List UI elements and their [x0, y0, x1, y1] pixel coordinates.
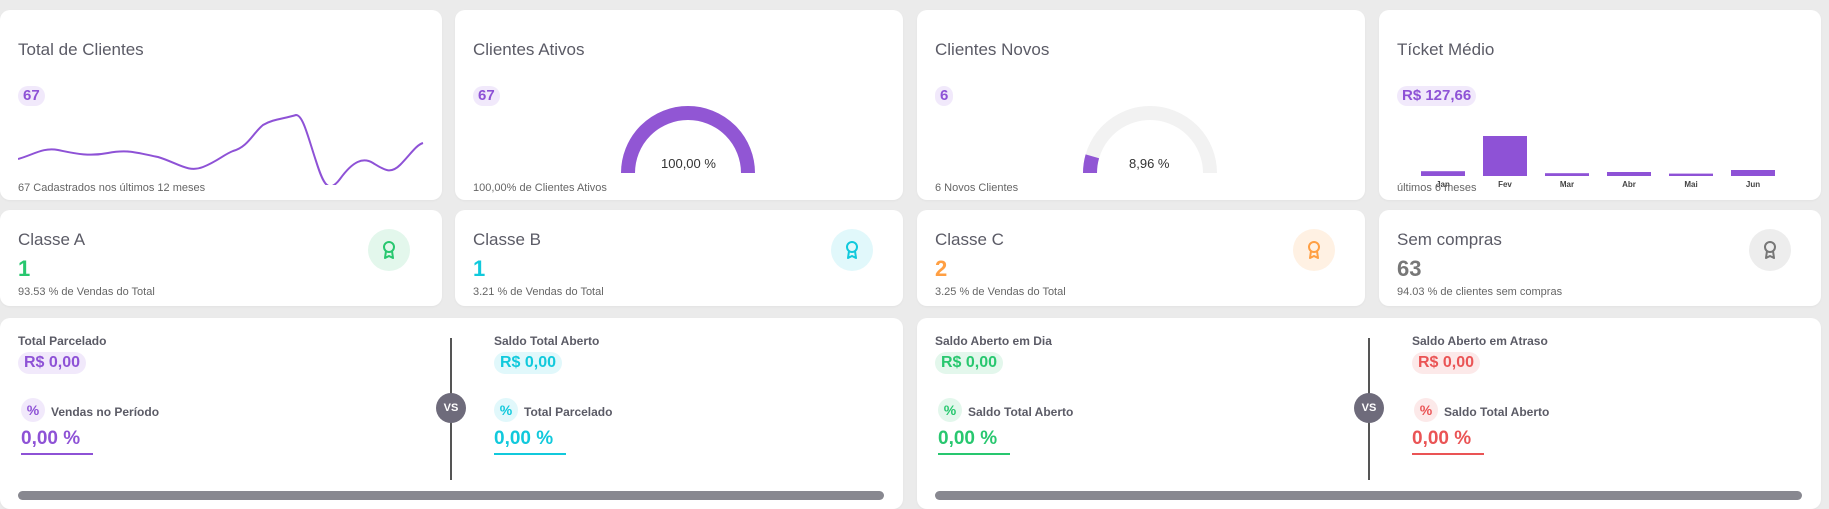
- class-title: Classe B: [473, 230, 542, 249]
- card-clientes-ativos: Clientes Ativos 67 100,00 % 100,00% de C…: [455, 10, 903, 200]
- award-icon: [1293, 229, 1335, 271]
- tick-label-jan: Jan: [1436, 180, 1450, 189]
- bar-jan: [1421, 171, 1465, 176]
- class-value: 63: [1397, 256, 1422, 281]
- sparkline-chart: [18, 113, 424, 185]
- saldo-total-aberto-label: Saldo Total Aberto: [494, 334, 600, 348]
- tick-label-mai: Mai: [1684, 180, 1697, 189]
- saldo-total-aberto-value: R$ 0,00: [494, 352, 563, 374]
- pct-label: Saldo Total Aberto: [1444, 405, 1550, 419]
- class-value: 1: [473, 256, 486, 281]
- sparkline-line: [18, 113, 424, 185]
- bar-mai: [1669, 173, 1713, 176]
- card-comparison-parcelado: Total Parcelado R$ 0,00 % Vendas no Perí…: [0, 318, 903, 509]
- tick-label-mar: Mar: [1560, 180, 1574, 189]
- pct-label: Saldo Total Aberto: [968, 405, 1074, 419]
- clientes-novos-value: 6: [935, 86, 954, 106]
- total-parcelado-label: Total Parcelado: [18, 334, 107, 348]
- card-footnote: 6 Novos Clientes: [935, 182, 1019, 194]
- pct-value: 0,00 %: [938, 428, 1010, 455]
- gauge-fill: [1083, 154, 1100, 174]
- class-title: Classe A: [18, 230, 86, 249]
- pct-value: 0,00 %: [21, 428, 93, 455]
- card-title: Tícket Médio: [1397, 40, 1495, 59]
- percent-icon: %: [1414, 398, 1438, 422]
- bar-chart: Jan Fev Mar Abr Mai Jun: [1421, 136, 1775, 189]
- class-note: 94.03 % de clientes sem compras: [1397, 286, 1563, 298]
- pct-label: Total Parcelado: [524, 405, 613, 419]
- award-icon: [1749, 229, 1791, 271]
- card-title: Total de Clientes: [18, 40, 144, 59]
- class-title: Classe C: [935, 230, 1004, 249]
- tick-label-abr: Abr: [1622, 180, 1636, 189]
- card-sem-compras: Sem compras 63 94.03 % de clientes sem c…: [1379, 210, 1821, 306]
- vs-badge: VS: [436, 393, 466, 423]
- card-title: Clientes Ativos: [473, 40, 585, 59]
- class-note: 3.21 % de Vendas do Total: [473, 286, 604, 298]
- ticket-medio-value: R$ 127,66: [1397, 86, 1477, 106]
- saldo-em-atraso-value: R$ 0,00: [1412, 352, 1481, 374]
- pct-value: 0,00 %: [494, 428, 566, 455]
- card-classe-a: Classe A 1 93.53 % de Vendas do Total: [0, 210, 442, 306]
- pct-value: 0,00 %: [1412, 428, 1484, 455]
- class-value: 1: [18, 256, 31, 281]
- percent-icon: %: [938, 398, 962, 422]
- progress-bar: [935, 491, 1802, 500]
- card-ticket-medio: Tícket Médio R$ 127,66 Jan Fev Mar Abr Mai Ju…: [1379, 10, 1821, 200]
- award-icon: [368, 229, 410, 271]
- card-classe-b: Classe B 1 3.21 % de Vendas do Total: [455, 210, 903, 306]
- saldo-em-dia-value: R$ 0,00: [935, 352, 1004, 374]
- gauge-ativos: [621, 106, 755, 174]
- card-classe-c: Classe C 2 3.25 % de Vendas do Total: [917, 210, 1365, 306]
- bar-fev: [1483, 136, 1527, 176]
- award-icon: [831, 229, 873, 271]
- class-note: 3.25 % de Vendas do Total: [935, 286, 1066, 298]
- gauge-novos: [1083, 106, 1217, 174]
- saldo-em-atraso-label: Saldo Aberto em Atraso: [1412, 334, 1548, 348]
- percent-icon: %: [21, 398, 45, 422]
- card-total-clientes: Total de Clientes 67 67 Cadastrados nos …: [0, 10, 442, 200]
- progress-bar: [18, 491, 884, 500]
- gauge-label: 8,96 %: [1129, 156, 1170, 171]
- tick-label-jun: Jun: [1746, 180, 1760, 189]
- bar-abr: [1607, 172, 1651, 176]
- clientes-ativos-value: 67: [473, 86, 500, 106]
- saldo-em-dia-label: Saldo Aberto em Dia: [935, 334, 1052, 348]
- card-footnote: 100,00% de Clientes Ativos: [473, 182, 607, 194]
- card-comparison-saldo: Saldo Aberto em Dia R$ 0,00 % Saldo Tota…: [917, 318, 1821, 509]
- percent-icon: %: [494, 398, 518, 422]
- class-title: Sem compras: [1397, 230, 1502, 249]
- bar-mar: [1545, 173, 1589, 176]
- class-note: 93.53 % de Vendas do Total: [18, 286, 155, 298]
- gauge-track: [1083, 106, 1217, 174]
- gauge-label: 100,00 %: [661, 156, 716, 171]
- class-value: 2: [935, 256, 948, 281]
- pct-label: Vendas no Período: [51, 405, 160, 419]
- total-parcelado-value: R$ 0,00: [18, 352, 87, 374]
- card-title: Clientes Novos: [935, 40, 1050, 59]
- total-clientes-value: 67: [18, 86, 45, 106]
- bar-jun: [1731, 170, 1775, 176]
- tick-label-fev: Fev: [1498, 180, 1512, 189]
- card-footnote: últimos 6 meses: [1397, 182, 1477, 194]
- card-clientes-novos: Clientes Novos 6 8,96 % 6 Novos Clientes: [917, 10, 1365, 200]
- card-footnote: 67 Cadastrados nos últimos 12 meses: [18, 182, 206, 194]
- vs-badge: VS: [1354, 393, 1384, 423]
- gauge-fill: [621, 106, 755, 174]
